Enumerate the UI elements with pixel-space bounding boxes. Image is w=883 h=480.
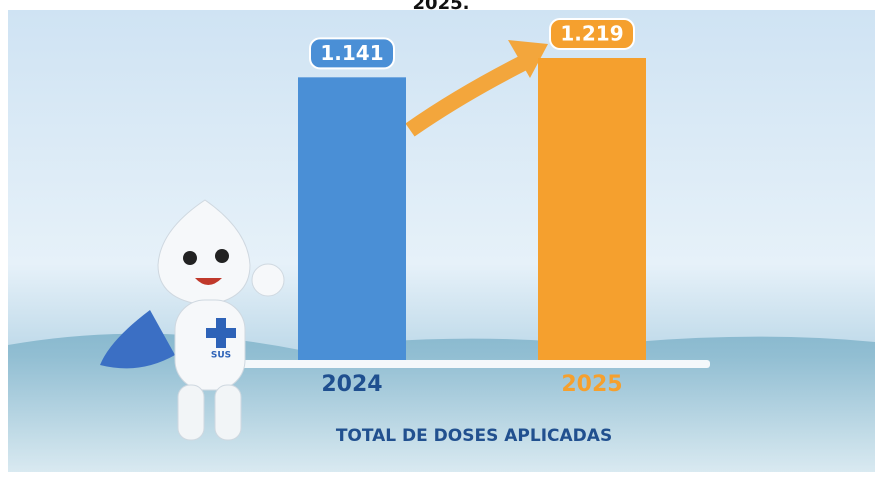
page: 2025. SUS 1.14120241.2192025TOTAL DE DOS… — [0, 0, 883, 480]
value-label: 1.219 — [560, 22, 623, 46]
x-tick-label: 2025 — [561, 372, 622, 397]
mascot-badge: SUS — [211, 351, 231, 361]
value-label: 1.141 — [320, 41, 383, 65]
chart: 2025. SUS 1.14120241.2192025TOTAL DE DOS… — [0, 0, 883, 480]
x-tick-label: 2024 — [321, 372, 382, 397]
bar — [298, 77, 406, 360]
bar — [538, 58, 646, 360]
chart-title: TOTAL DE DOSES APLICADAS — [336, 426, 612, 446]
platform — [240, 360, 710, 368]
